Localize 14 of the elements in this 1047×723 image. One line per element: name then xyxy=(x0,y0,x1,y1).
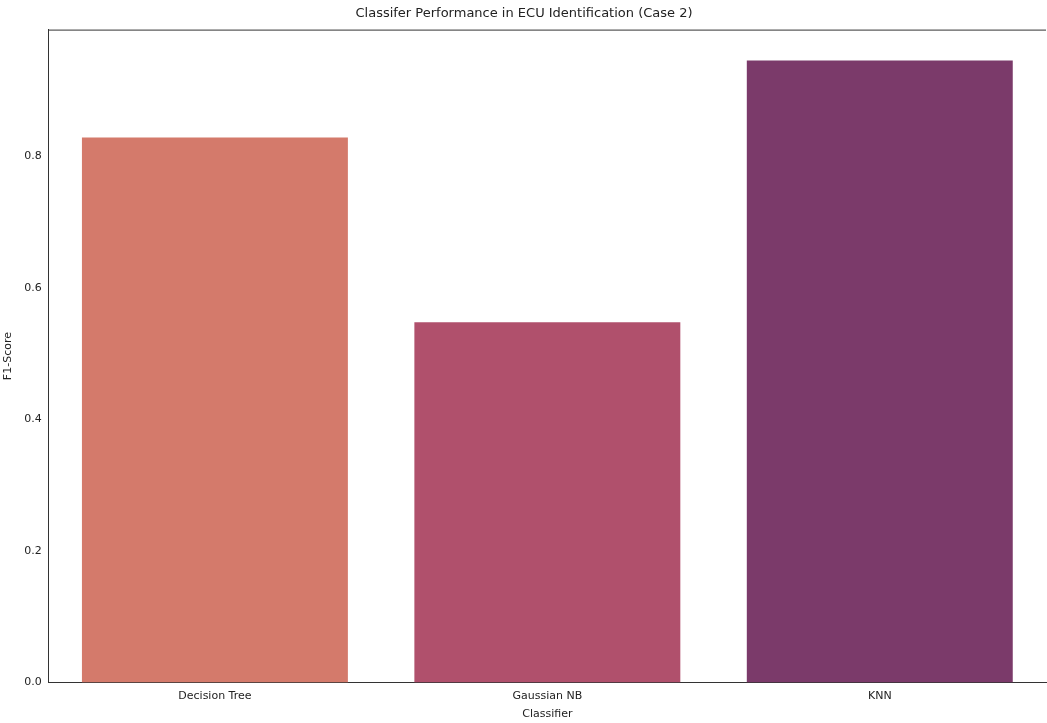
bar xyxy=(81,137,348,683)
y-tick-label: 0.8 xyxy=(24,149,42,163)
chart-title: Classifer Performance in ECU Identification (Case 2) xyxy=(355,5,693,21)
y-tick-label: 0.6 xyxy=(24,280,42,294)
x-tick-label: KNN xyxy=(867,689,892,703)
x-tick-label: Gaussian NB xyxy=(512,689,583,703)
y-tick-label: 0.0 xyxy=(24,675,42,689)
bar xyxy=(414,322,681,683)
y-tick-label: 0.2 xyxy=(24,543,42,557)
y-axis-title: F1-Score xyxy=(1,331,15,381)
x-tick-label: Decision Tree xyxy=(178,689,252,703)
bar xyxy=(746,60,1013,683)
x-axis-title: Classifier xyxy=(522,707,573,721)
y-tick-label: 0.4 xyxy=(24,412,42,426)
